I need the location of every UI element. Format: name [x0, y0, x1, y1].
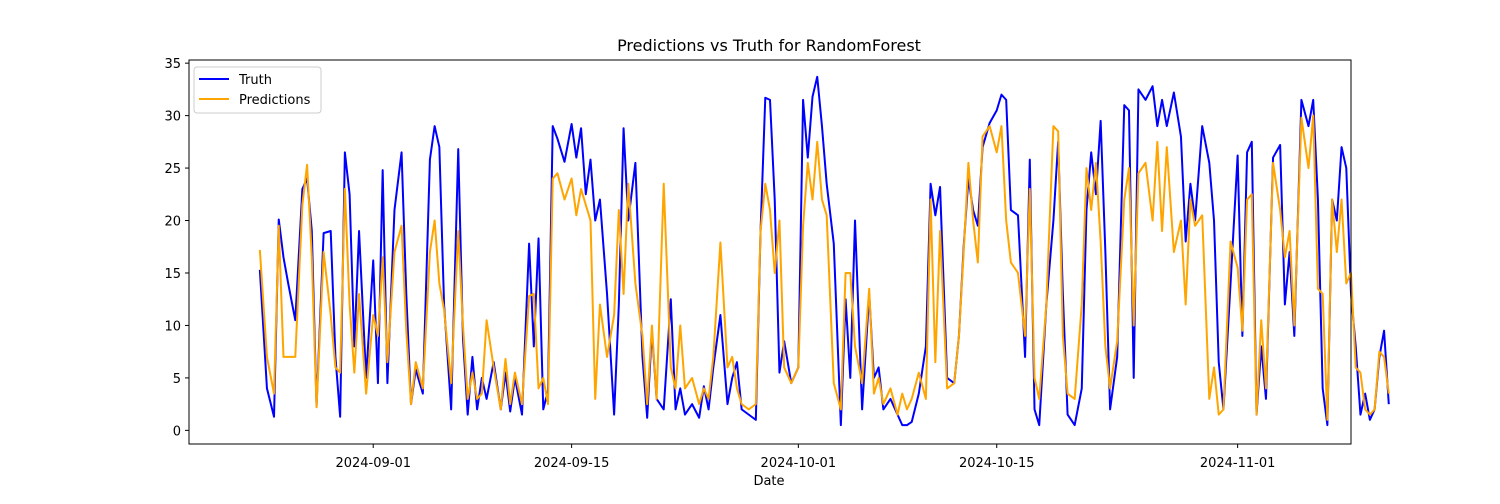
y-axis: 0 5 10 15 20 25 30 35 — [164, 57, 189, 439]
series-line-predictions — [258, 114, 1390, 421]
chart-title: Predictions vs Truth for RandomForest — [617, 36, 921, 55]
plot-frame — [188, 59, 1352, 445]
legend-truth-label: Truth — [238, 73, 272, 88]
y-tick-label: 0 — [173, 424, 181, 439]
y-tick-label: 15 — [164, 267, 181, 282]
y-tick-label: 25 — [164, 162, 181, 177]
y-tick-label: 20 — [164, 215, 181, 230]
x-tick-label: 2024-09-01 — [335, 456, 411, 471]
x-tick-label: 2024-10-15 — [959, 456, 1035, 471]
x-tick-label: 2024-09-15 — [534, 456, 610, 471]
legend: Truth Predictions — [193, 66, 322, 114]
x-tick-label: 2024-11-01 — [1200, 456, 1276, 471]
x-axis: 2024-09-01 2024-09-15 2024-10-01 2024-10-15… — [335, 444, 1275, 471]
y-tick-label: 35 — [164, 57, 181, 72]
x-axis-label: Date — [753, 474, 784, 489]
y-tick-label: 5 — [173, 372, 181, 387]
y-tick-label: 30 — [164, 110, 181, 125]
y-tick-label: 10 — [164, 319, 181, 334]
legend-predictions-label: Predictions — [239, 93, 311, 108]
x-tick-label: 2024-10-01 — [761, 456, 837, 471]
series-layer — [258, 75, 1390, 427]
